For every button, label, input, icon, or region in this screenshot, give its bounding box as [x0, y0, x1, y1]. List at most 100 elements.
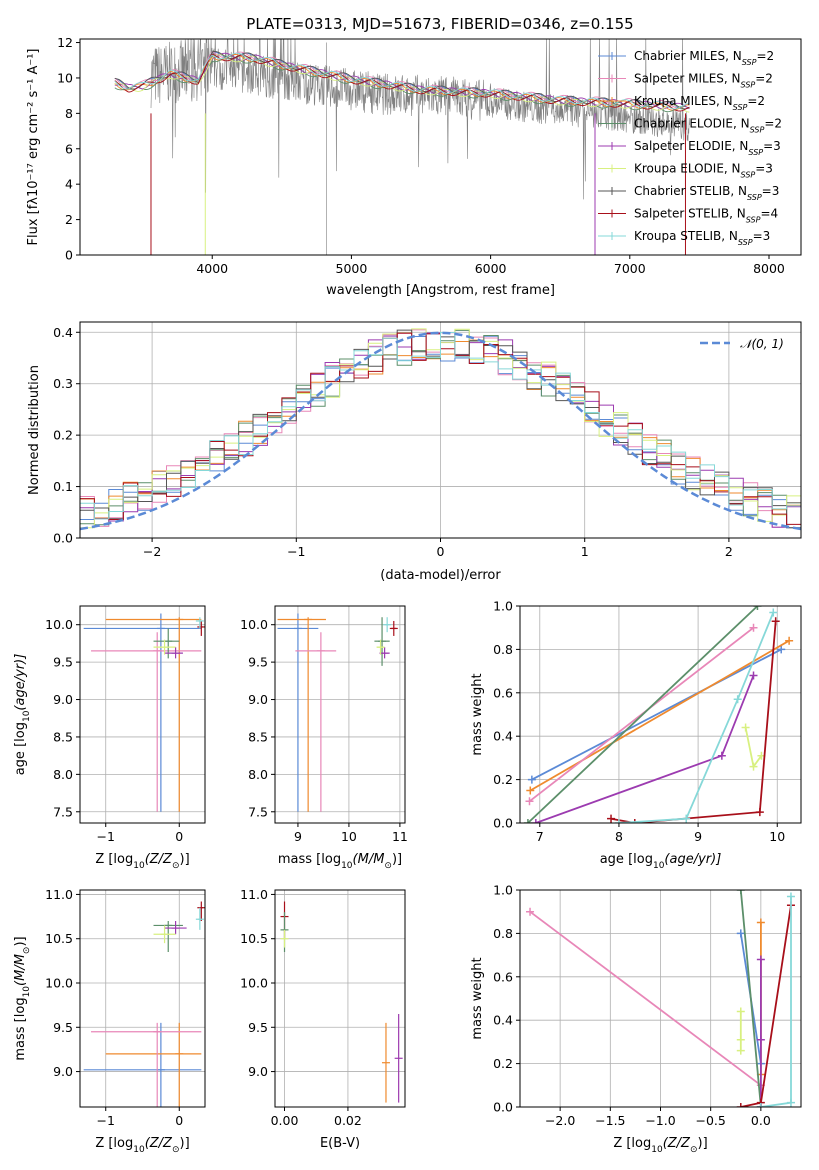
x-axis-label: wavelength [Angstrom, rest frame] [326, 283, 555, 298]
y-tick-label: 6 [65, 141, 73, 156]
y-tick-label: 0.0 [493, 1100, 513, 1115]
x-axis-label: age [log10(age/yr)] [600, 852, 722, 871]
y-tick-label: 9.0 [248, 1064, 268, 1079]
x-tick-label: −1.5 [595, 1113, 625, 1128]
legend-entry: Kroupa STELIB, NSSP=3 [634, 229, 770, 247]
y-tick-label: 0.8 [493, 926, 513, 941]
y-tick-label: 9.5 [248, 655, 268, 670]
weight-marker [736, 1103, 745, 1107]
x-tick-label: −0.5 [695, 1113, 725, 1128]
y-tick-label: 9.0 [53, 1064, 73, 1079]
y-tick-label: 9.5 [53, 655, 73, 670]
axes-frame [519, 605, 802, 824]
weight-marker [527, 775, 536, 784]
plot-area [80, 328, 801, 531]
plot-area [526, 890, 795, 1107]
y-tick-label: 1.0 [493, 883, 513, 898]
x-tick-label: 10 [341, 829, 357, 844]
x-tick-label: 8 [615, 829, 623, 844]
x-tick-label: 4000 [196, 261, 228, 276]
y-tick-label: 9.5 [53, 1020, 73, 1035]
weight-marker [777, 645, 786, 654]
model-spectrum-8 [114, 52, 690, 110]
weight-marker [753, 606, 762, 610]
legend-entry: Kroupa ELODIE, NSSP=3 [634, 162, 773, 180]
x-tick-label: 0 [175, 1113, 183, 1128]
weight-marker [786, 1098, 795, 1107]
y-tick-label: 10.5 [45, 931, 73, 946]
axes-frame [519, 889, 802, 1108]
weight-marker [736, 1046, 745, 1055]
age-vs-mass-panel: 9 10 11 7.5 8.0 8.5 9.0 9.5 10.0 mass [log10(M/M⊙… [240, 605, 408, 871]
x-tick-label: −1 [97, 829, 115, 844]
x-axis-label: Z [log10(Z/Z⊙)] [613, 1136, 707, 1155]
weight-marker [756, 1035, 765, 1044]
weight-vs-metallicity-panel: −2.0 −1.5 −1.0 −0.5 0.0 0.0 0.2 0.4 0.6 0.8 1.0 Z [… [470, 883, 802, 1155]
y-tick-label: 2 [65, 212, 73, 227]
legend-entry: Kroupa MILES, NSSP=2 [634, 94, 765, 112]
weight-marker [771, 617, 780, 626]
weight-marker [736, 1035, 745, 1044]
axes-frame [274, 889, 406, 1108]
weight-marker [749, 671, 758, 680]
y-tick-label: 0.2 [493, 1056, 513, 1071]
y-tick-label: 0.4 [493, 729, 513, 744]
weight-line [744, 727, 763, 769]
y-tick-label: 9.0 [248, 692, 268, 707]
y-tick-label: 0.3 [53, 376, 73, 391]
y-tick-label: 11.0 [240, 887, 268, 902]
x-tick-label: 2 [725, 544, 733, 559]
y-tick-label: 0.4 [493, 1013, 513, 1028]
x-tick-label: −1 [287, 544, 305, 559]
weight-line [529, 910, 762, 1087]
weight-marker [749, 623, 758, 632]
x-tick-label: 0.02 [334, 1113, 362, 1128]
y-tick-label: 1.0 [493, 599, 513, 614]
legend-entry: Chabrier MILES, NSSP=2 [634, 49, 774, 67]
x-axis-label: (data-model)/error [380, 568, 501, 583]
legend-entry: Chabrier STELIB, NSSP=3 [634, 184, 779, 202]
weight-line [535, 675, 755, 823]
x-tick-label: 5000 [336, 261, 368, 276]
weight-marker [736, 890, 745, 894]
y-tick-label: 0.6 [493, 685, 513, 700]
residuals-panel: −2 −1 0 1 2 0.0 0.1 0.2 0.3 0.4 𝒩(0, 1) (data-model… [27, 321, 802, 583]
x-tick-label: −1 [97, 1113, 115, 1128]
legend-entry: 𝒩(0, 1) [740, 337, 784, 351]
axes-frame [79, 38, 802, 256]
y-tick-label: 0.0 [53, 531, 73, 546]
y-tick-label: 10.5 [240, 931, 268, 946]
axes-frame [79, 605, 206, 824]
weight-marker [717, 751, 726, 760]
y-tick-label: 10.0 [45, 617, 73, 632]
x-tick-label: 0 [175, 829, 183, 844]
grid [80, 606, 205, 823]
x-axis-label: Z [log10(Z/Z⊙)] [95, 852, 189, 871]
y-tick-label: 8.0 [248, 767, 268, 782]
y-axis-label: age [log10(age/yr)] [13, 654, 32, 776]
weight-marker [736, 1007, 745, 1016]
y-tick-label: 0.6 [493, 969, 513, 984]
y-axis-label: mass weight [470, 957, 485, 1039]
y-tick-label: 9.0 [53, 692, 73, 707]
y-tick-label: 0.8 [493, 642, 513, 657]
axes-frame [274, 605, 406, 824]
legend-entry: Salpeter MILES, NSSP=2 [634, 72, 773, 90]
plot-area [523, 606, 794, 823]
x-axis-label: E(B-V) [320, 1136, 360, 1151]
plot-area [83, 613, 205, 812]
model-spectrum-2 [114, 54, 690, 111]
model-spectrum-5 [114, 54, 690, 113]
legend-entry: Salpeter ELODIE, NSSP=3 [634, 139, 781, 157]
plot-area [277, 613, 398, 812]
legend-entry: Salpeter STELIB, NSSP=4 [634, 207, 778, 225]
y-tick-label: 7.5 [248, 804, 268, 819]
x-tick-label: −2.0 [545, 1113, 575, 1128]
y-tick-label: 0.2 [493, 772, 513, 787]
x-tick-label: 8000 [753, 261, 785, 276]
weight-marker [756, 955, 765, 964]
y-tick-label: 8.0 [53, 767, 73, 782]
weight-marker [614, 819, 623, 823]
legend-entry: Chabrier ELODIE, NSSP=2 [634, 117, 782, 135]
weight-line [531, 648, 782, 781]
